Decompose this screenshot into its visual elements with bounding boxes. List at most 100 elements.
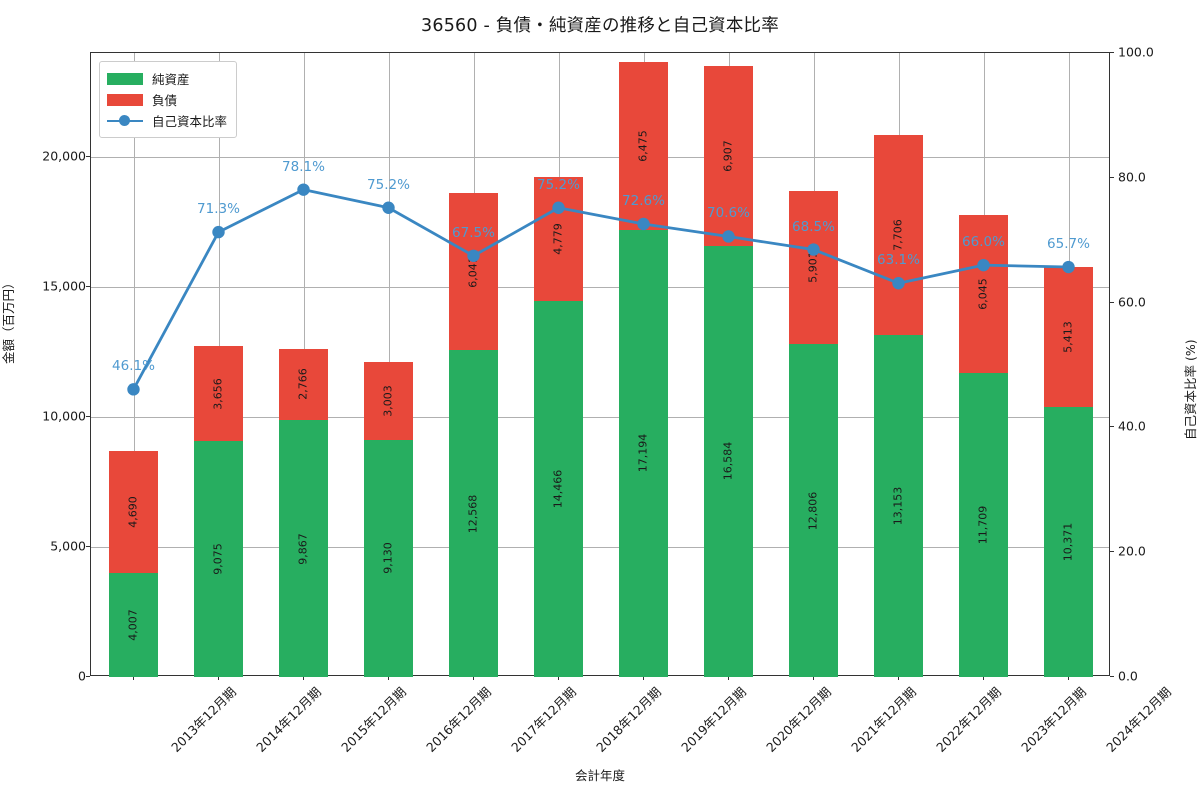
gridline-horizontal: [91, 287, 1109, 288]
y-tick-mark-right: [1110, 551, 1114, 553]
x-tick-label: 2023年12月期: [1017, 684, 1089, 755]
x-tick-label: 2022年12月期: [932, 684, 1004, 755]
bar-value-label: 5,901: [806, 251, 820, 284]
ratio-value-label: 63.1%: [877, 252, 920, 269]
x-tick-mark: [472, 676, 474, 680]
bar-value-label: 9,130: [381, 542, 395, 575]
bar-liabilities[interactable]: 6,041: [448, 193, 499, 351]
y-tick-label-left: 15,000: [42, 278, 86, 294]
ratio-value-label: 78.1%: [282, 158, 325, 175]
plot-area: 4,007 4,690 9,075 3,656 9,867 2,766 9,130 3,003…: [90, 52, 1110, 677]
bar-liabilities[interactable]: 7,706: [873, 134, 924, 335]
bar-liabilities[interactable]: 4,779: [533, 176, 584, 301]
x-tick-label: 2013年12月期: [167, 684, 239, 755]
x-tick-mark: [387, 676, 389, 680]
y-tick-label-right: 60.0: [1118, 294, 1146, 310]
x-tick-mark: [132, 676, 134, 680]
bar-value-label: 13,153: [891, 486, 905, 526]
bar-equity[interactable]: 17,194: [618, 229, 669, 677]
y-tick-label-left: 0: [78, 668, 86, 684]
bar-value-label: 3,656: [211, 377, 225, 410]
bar-value-label: 6,475: [636, 130, 650, 162]
x-tick-label: 2019年12月期: [677, 684, 749, 755]
bar-equity[interactable]: 4,007: [108, 572, 159, 677]
y-axis-right-label: 自己資本比率 (%): [1183, 339, 1198, 440]
x-tick-mark: [1067, 676, 1069, 680]
bar-equity[interactable]: 9,075: [193, 441, 244, 677]
chart-title: 36560 - 負債・純資産の推移と自己資本比率: [421, 16, 779, 36]
bar-liabilities[interactable]: 3,656: [193, 345, 244, 442]
bar-value-label: 14,466: [551, 469, 565, 509]
y-tick-mark-left: [86, 286, 90, 287]
bar-value-label: 4,007: [126, 609, 140, 641]
bar-value-label: 17,194: [636, 434, 650, 473]
bar-equity[interactable]: 9,130: [363, 439, 414, 677]
ratio-value-label: 67.5%: [452, 224, 495, 241]
gridline-horizontal: [91, 547, 1109, 548]
bar-equity[interactable]: 12,568: [448, 350, 499, 677]
bar-value-label: 5,413: [1061, 321, 1075, 353]
y-tick-label-left: 5,000: [50, 538, 86, 554]
legend-label-equity: 純資産: [152, 72, 190, 87]
x-axis-label: 会計年度: [574, 768, 625, 783]
legend-label-liabilities: 負債: [152, 93, 178, 108]
y-tick-mark-right: [1110, 301, 1114, 303]
bar-liabilities[interactable]: 2,766: [278, 348, 329, 421]
bar-value-label: 3,003: [381, 384, 395, 417]
bar-value-label: 4,690: [126, 496, 140, 528]
x-tick-label: 2018年12月期: [592, 684, 664, 755]
y-tick-mark-right: [1110, 426, 1114, 428]
bar-liabilities[interactable]: 5,901: [788, 190, 839, 345]
bar-liabilities[interactable]: 4,690: [108, 450, 159, 573]
bar-liabilities[interactable]: 5,413: [1043, 266, 1094, 408]
bar-value-label: 7,706: [891, 219, 905, 251]
y-tick-mark-left: [86, 676, 90, 677]
x-tick-label: 2014年12月期: [252, 684, 324, 755]
bar-value-label: 2,766: [296, 368, 310, 401]
x-tick-label: 2021年12月期: [847, 684, 919, 755]
bar-equity[interactable]: 14,466: [533, 300, 584, 677]
ratio-line: [132, 188, 1070, 391]
bar-equity[interactable]: 9,867: [278, 420, 329, 677]
ratio-value-label: 72.6%: [622, 192, 665, 209]
gridline-horizontal: [91, 157, 1109, 158]
bar-value-label: 6,041: [466, 255, 480, 288]
bar-equity[interactable]: 11,709: [958, 372, 1009, 677]
bar-value-label: 4,779: [551, 223, 565, 255]
y-tick-label-left: 20,000: [42, 148, 86, 164]
bar-liabilities[interactable]: 3,003: [363, 361, 414, 440]
bar-equity[interactable]: 13,153: [873, 335, 924, 677]
ratio-value-label: 65.7%: [1047, 236, 1090, 253]
bar-equity[interactable]: 10,371: [1043, 407, 1094, 677]
y-tick-label-right: 80.0: [1118, 169, 1146, 185]
x-tick-mark: [812, 676, 814, 680]
x-tick-mark: [302, 676, 304, 680]
bar-value-label: 11,709: [976, 505, 990, 545]
ratio-value-label: 46.1%: [112, 358, 155, 375]
gridline-horizontal: [91, 417, 1109, 418]
y-tick-label-right: 100.0: [1118, 44, 1154, 60]
bar-value-label: 12,806: [806, 491, 820, 530]
x-tick-label: 2024年12月期: [1102, 684, 1174, 755]
y-tick-mark-right: [1110, 176, 1114, 178]
ratio-value-label: 68.5%: [792, 218, 835, 235]
y-tick-label-right: 40.0: [1118, 418, 1146, 434]
chart-legend: 純資産 負債 自己資本比率: [99, 61, 238, 138]
x-tick-mark: [557, 676, 559, 680]
bar-value-label: 10,371: [1061, 522, 1075, 562]
y-tick-label-right: 20.0: [1118, 543, 1146, 559]
y-tick-mark-right: [1110, 676, 1114, 677]
bar-value-label: 6,907: [721, 140, 735, 172]
ratio-value-label: 71.3%: [197, 201, 240, 218]
bar-value-label: 16,584: [721, 442, 735, 481]
bar-equity[interactable]: 16,584: [703, 245, 754, 677]
legend-item-equity-ratio: 自己資本比率: [107, 110, 227, 131]
x-tick-mark: [217, 676, 219, 680]
x-tick-label: 2020年12月期: [762, 684, 834, 755]
y-tick-mark-left: [86, 546, 90, 547]
bar-equity[interactable]: 12,806: [788, 344, 839, 677]
x-tick-label: 2016年12月期: [422, 684, 494, 755]
legend-line-equity-ratio: [107, 114, 143, 128]
x-tick-mark: [897, 676, 899, 680]
